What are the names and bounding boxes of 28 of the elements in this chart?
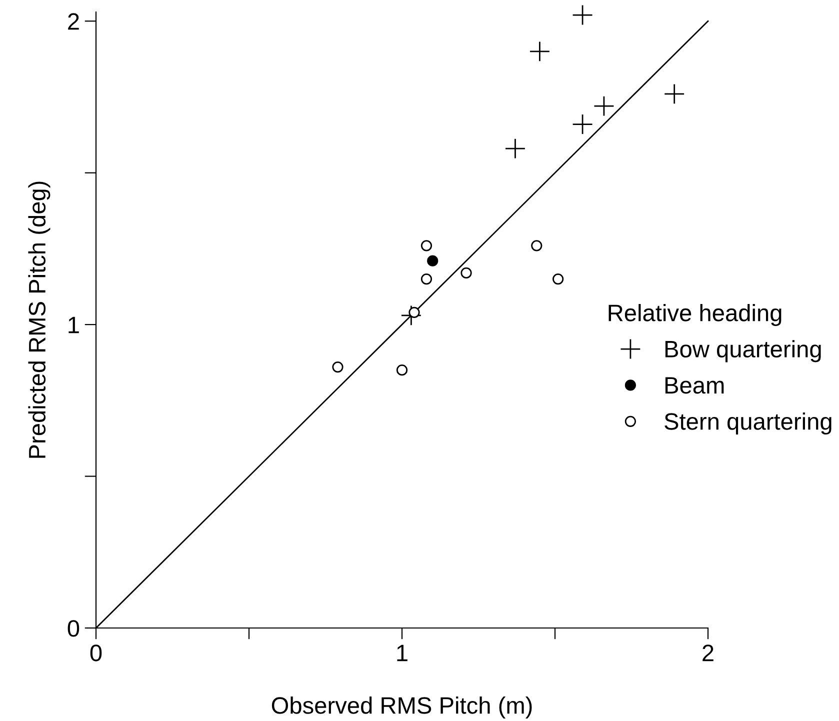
- y-tick-label: 1: [68, 316, 79, 334]
- point: [420, 273, 432, 285]
- point: [504, 138, 526, 159]
- legend-title: Relative heading: [608, 304, 782, 326]
- x-tick-label: 2: [702, 644, 714, 662]
- x-tick-label: 1: [397, 644, 408, 662]
- point: [664, 84, 685, 104]
- y-tick-label: 2: [68, 13, 79, 30]
- point: [460, 267, 472, 279]
- point: [531, 240, 542, 252]
- point: [332, 361, 344, 373]
- point: [552, 273, 564, 285]
- point: [572, 114, 593, 135]
- point: [572, 4, 593, 26]
- legend-label: Bow quartering: [665, 340, 821, 362]
- point: [420, 240, 432, 252]
- point: [427, 255, 438, 266]
- legend-label: Stern quartering: [664, 412, 832, 435]
- x-axis-title: Observed RMS Pitch (m): [272, 696, 532, 719]
- x-tick-label: 0: [90, 644, 102, 662]
- point: [400, 305, 422, 326]
- point: [396, 364, 408, 376]
- point: [529, 41, 550, 62]
- point: [594, 96, 614, 116]
- y-axis-title: Predicted RMS Pitch (deg): [28, 182, 50, 458]
- y-tick-label: 0: [68, 620, 80, 637]
- legend-label: Beam: [665, 377, 724, 394]
- point: [408, 306, 420, 318]
